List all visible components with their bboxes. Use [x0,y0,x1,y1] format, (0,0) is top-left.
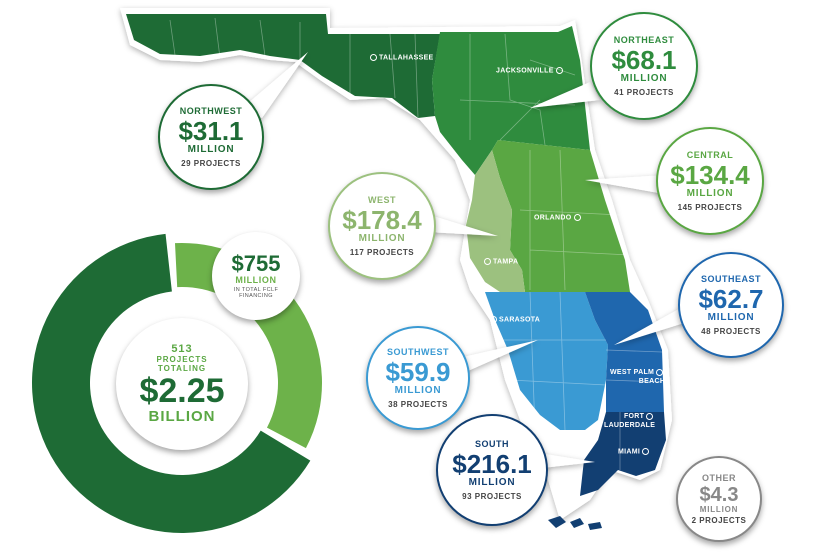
bubble-other: OTHER $4.3 MILLION 2 PROJECTS [676,456,762,542]
bubble-southwest: SOUTHWEST $59.9 MILLION 38 PROJECTS [366,326,470,430]
city-marker-icon [573,214,581,221]
city-marker-icon [490,316,497,323]
region-south [580,412,666,496]
donut-segment-total [32,233,311,533]
bubble-west: WEST $178.4 MILLION 117 PROJECTS [328,172,436,280]
city-marker-icon [642,448,650,455]
region-southwest [485,292,608,430]
city-marker-icon [646,412,654,420]
pointer-west [428,215,498,236]
city-miami: MIAMI [618,448,651,455]
pointer-southwest [450,340,538,378]
florida-keys [548,516,602,530]
region-northwest [126,14,440,118]
city-west-palm-beach: WEST PALM BEACH [610,368,666,385]
city-marker-icon [484,258,491,265]
city-marker-icon [555,67,563,74]
city-jacksonville: JACKSONVILLE [496,67,565,74]
bubble-southeast: SOUTHEAST $62.7 MILLION 48 PROJECTS [678,252,784,358]
city-fort-lauderdale: FORT LAUDERDALE [604,412,656,429]
donut-center: 513 PROJECTS TOTALING $2.25 BILLION [116,318,248,450]
region-west [466,150,525,292]
pointer-northwest [240,52,308,118]
pointer-northeast [530,82,600,108]
region-southeast [585,292,664,412]
pointer-central [585,175,670,195]
city-sarasota: SARASOTA [490,316,540,323]
bubble-south: SOUTH $216.1 MILLION 93 PROJECTS [436,414,548,526]
financing-callout: $755 MILLION IN TOTAL FCLF FINANCING [212,232,300,320]
region-northeast [432,26,590,175]
city-marker-icon [370,54,377,61]
region-central [492,140,630,292]
county-lines [169,17,663,470]
city-marker-icon [656,368,664,376]
bubble-northeast: NORTHEAST $68.1 MILLION 41 PROJECTS [590,12,698,120]
bubble-northwest: NORTHWEST $31.1 MILLION 29 PROJECTS [158,84,264,190]
city-tallahassee: TALLAHASSEE [370,54,434,61]
city-tampa: TAMPA [484,258,518,265]
city-orlando: ORLANDO [534,214,583,221]
bubble-central: CENTRAL $134.4 MILLION 145 PROJECTS [656,127,764,235]
